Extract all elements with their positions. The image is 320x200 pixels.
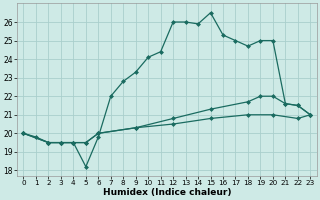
X-axis label: Humidex (Indice chaleur): Humidex (Indice chaleur) [103,188,231,197]
